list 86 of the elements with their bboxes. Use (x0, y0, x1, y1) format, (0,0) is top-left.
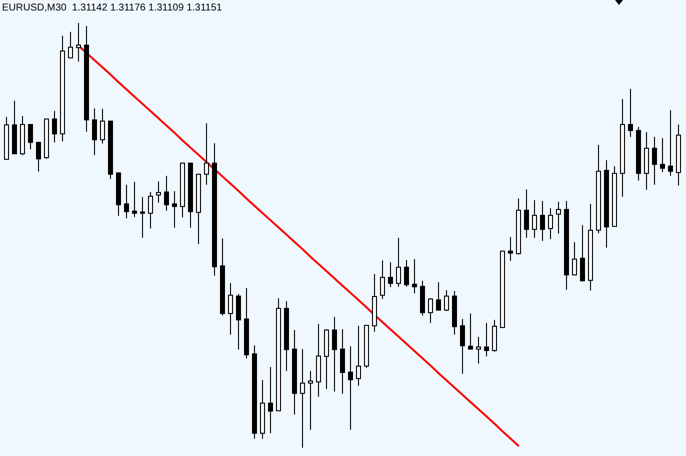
candlestick (476, 336, 481, 364)
candlestick (580, 224, 585, 282)
candlestick (268, 366, 273, 434)
candlestick (172, 190, 177, 228)
candlestick (140, 196, 145, 238)
candlestick (588, 203, 593, 292)
candlestick (228, 282, 233, 336)
candlestick (68, 31, 73, 59)
candlestick (372, 274, 377, 332)
candlestick (236, 293, 241, 350)
candlestick (484, 322, 489, 357)
candlestick (132, 181, 137, 218)
candlestick (452, 290, 457, 336)
candlestick (308, 370, 313, 430)
candlestick (4, 116, 9, 160)
candlestick (332, 316, 337, 392)
candlestick (76, 22, 81, 62)
candlestick (460, 318, 465, 374)
candlestick (108, 120, 113, 180)
candlestick (276, 298, 281, 412)
candlestick (252, 344, 257, 440)
candlestick (380, 260, 385, 300)
candlestick (44, 118, 49, 160)
candlestick (404, 259, 409, 288)
candlestick (596, 144, 601, 234)
candlestick (612, 166, 617, 228)
candlestick (116, 172, 121, 216)
candlestick (300, 348, 305, 448)
candlestick (644, 132, 649, 190)
candlestick (492, 319, 497, 352)
candlestick (196, 174, 201, 244)
candlestick (180, 162, 185, 218)
candlestick (572, 242, 577, 276)
candlestick (620, 98, 625, 198)
candlestick (84, 25, 89, 132)
candlestick (468, 312, 473, 350)
candlestick (148, 192, 153, 230)
candlestick (636, 126, 641, 182)
candlestick (52, 110, 57, 143)
candlestick (284, 300, 289, 372)
candlestick (396, 237, 401, 288)
candlestick (220, 238, 225, 316)
candlestick (212, 142, 217, 276)
candlestick (660, 138, 665, 173)
candlestick (100, 108, 105, 144)
candlestick (356, 325, 361, 386)
candlestick (524, 188, 529, 238)
candlestick (20, 116, 25, 156)
candlestick (668, 110, 673, 176)
candlestick (60, 35, 65, 142)
candlestick (12, 100, 17, 154)
candlestick (364, 324, 369, 368)
candlestick (516, 198, 521, 255)
candlestick (628, 88, 633, 138)
candlestick (388, 262, 393, 288)
candlestick (428, 298, 433, 324)
candlestick (604, 160, 609, 248)
candlestick (28, 124, 33, 150)
candlestick (348, 346, 353, 430)
candlestick (556, 201, 561, 234)
candlestick (340, 328, 345, 394)
candlestick (444, 290, 449, 312)
candlestick (292, 330, 297, 416)
candlestick (564, 200, 569, 290)
candlestick (260, 380, 265, 440)
candlestick (508, 236, 513, 262)
candlestick (412, 258, 417, 294)
candlestick (244, 288, 249, 360)
candlestick (500, 250, 505, 328)
candlestick (532, 200, 537, 238)
candlestick (188, 162, 193, 228)
candlestick (436, 282, 441, 312)
candlestick (92, 108, 97, 156)
candlestick (324, 328, 329, 390)
candlestick (540, 200, 545, 242)
candlestick (164, 175, 169, 212)
candlestick (124, 184, 129, 219)
candlestick (316, 324, 321, 398)
candlestick (548, 208, 553, 240)
candlestick (420, 280, 425, 316)
chart-title: EURUSD,M30 1.31142 1.31176 1.31109 1.31151 (2, 2, 222, 14)
candlestick (204, 122, 209, 186)
candlestick (676, 124, 681, 186)
candlestick (652, 136, 657, 186)
candlestick (156, 180, 161, 204)
candlestick (36, 142, 41, 172)
